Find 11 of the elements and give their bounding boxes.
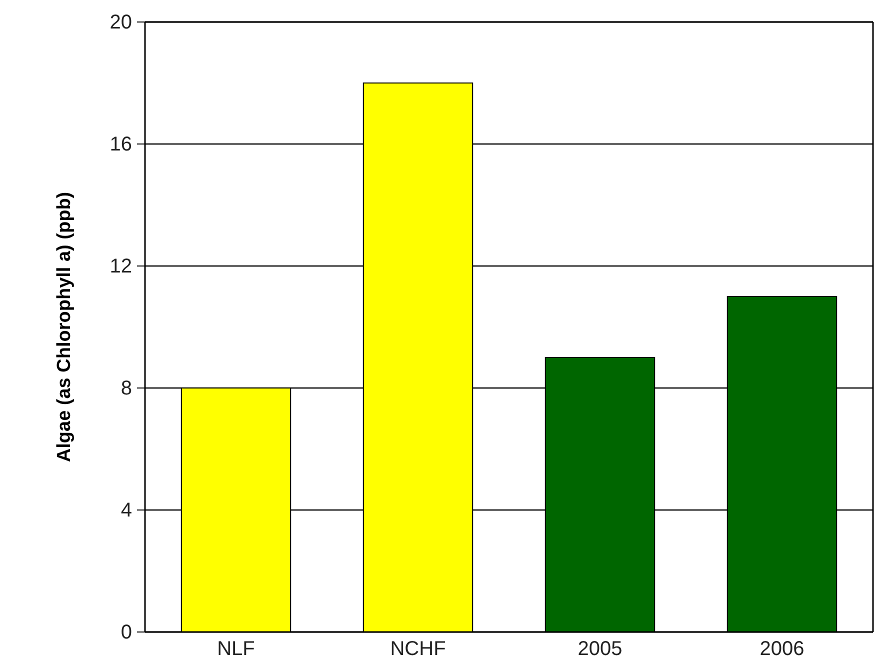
y-tick-label: 0: [120, 621, 132, 644]
y-tick-label: 12: [110, 255, 132, 278]
x-tick-label: 2006: [760, 638, 804, 660]
y-tick-label: 4: [120, 499, 132, 522]
y-tick-label: 16: [110, 133, 132, 156]
x-tick-label: NCHF: [390, 638, 446, 660]
x-tick-label: 2005: [578, 638, 622, 660]
y-tick-label: 8: [120, 377, 132, 400]
y-tick-label: 20: [110, 11, 132, 34]
x-tick-label: NLF: [217, 638, 255, 660]
y-axis-title: Algae (as Chlorophyll a) (ppb): [54, 192, 75, 462]
